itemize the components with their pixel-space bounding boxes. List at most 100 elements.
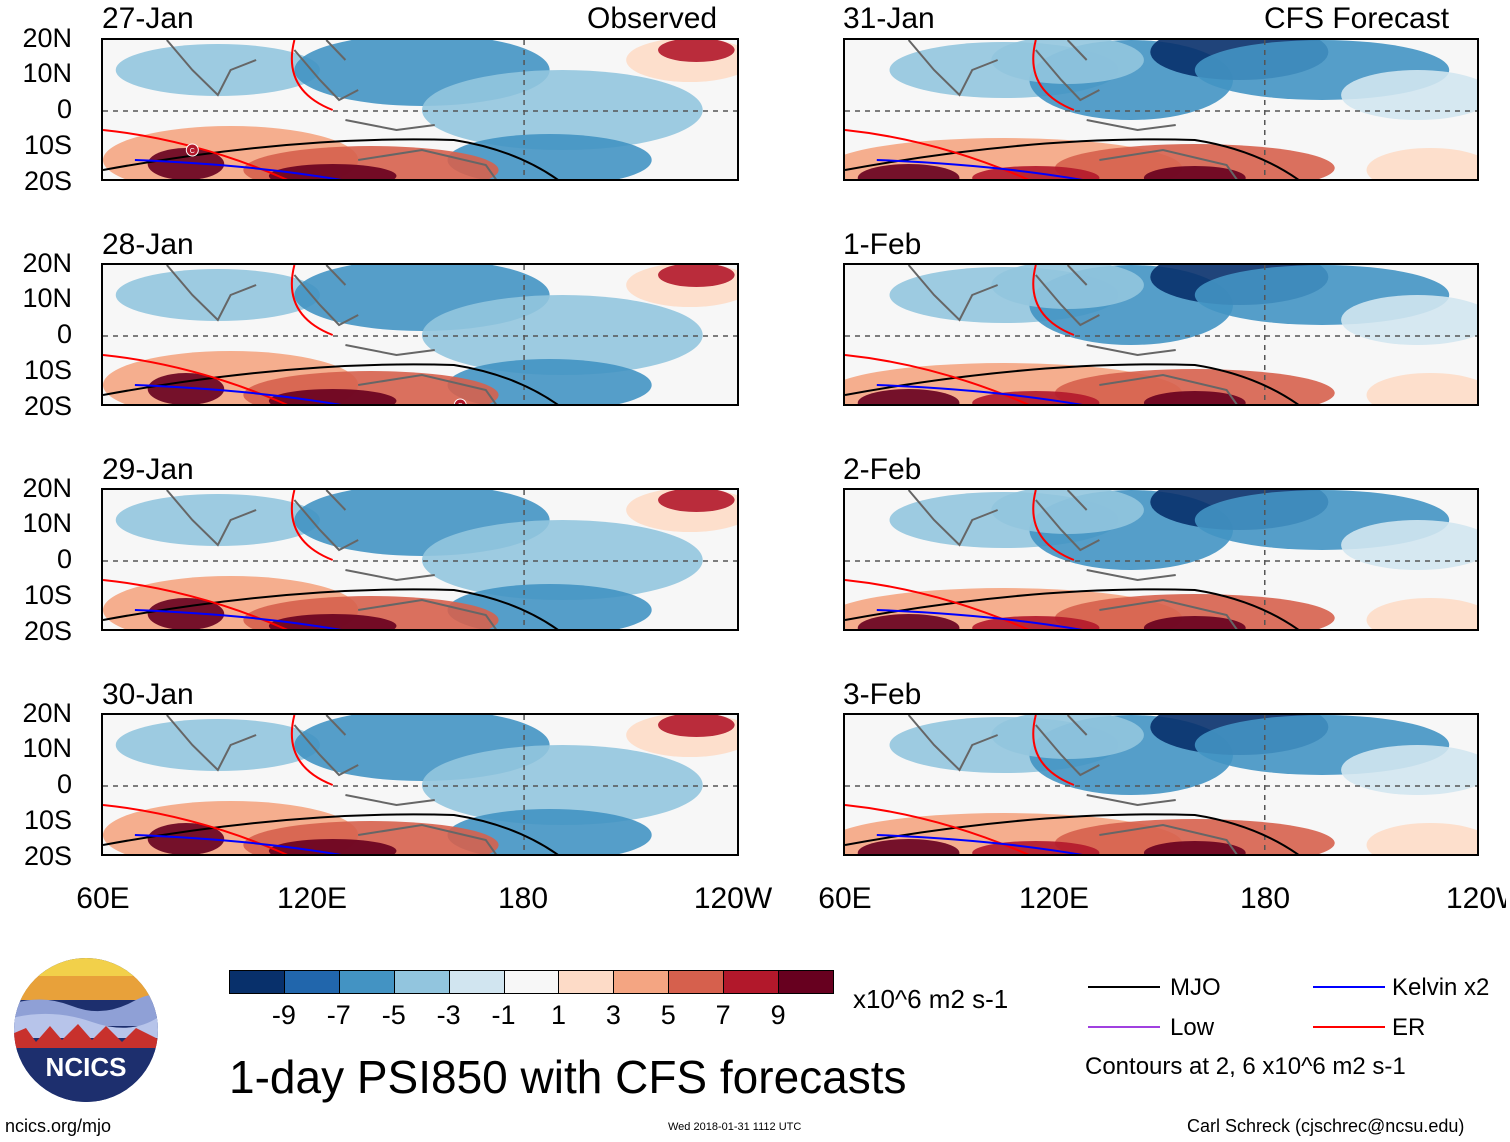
main-title: 1-day PSI850 with CFS forecasts [229,1051,907,1103]
map-panel-forecast-2 [843,263,1479,406]
lat-label: 20N [22,23,72,53]
anomaly-field [857,614,960,629]
coastline [358,373,497,404]
coastline [1035,274,1100,327]
map-panel-observed-3 [101,488,739,631]
anomaly-field [422,745,703,825]
lon-label-120w-right: 120W [1446,884,1506,914]
lat-label: 20S [23,391,72,421]
lat-label: 10N [22,283,72,313]
colorbar [229,970,834,994]
lat-label: 0 [56,769,72,799]
anomaly-field [658,715,735,737]
anomaly-field [422,70,703,150]
anomaly-field [447,584,652,629]
mjo-contour [845,138,1299,179]
anomaly-field [1341,70,1477,120]
colorbar-cell [503,970,560,994]
colorbar-tick: -9 [271,1000,296,1030]
colorbar-cell [283,970,340,994]
coastline [166,40,257,97]
coastline [1086,344,1176,357]
lat-label: 20S [23,616,72,646]
lat-label: 10S [23,355,72,385]
lat-label: 20S [23,166,72,196]
coastline [358,823,497,854]
anomaly-field [991,715,1144,759]
panel-date-observed-2: 28-Jan [102,228,194,261]
er-contour [845,265,1075,404]
coastline [325,490,347,511]
mjo-contour [845,588,1299,629]
lon-label-120e-left: 120E [276,882,348,915]
legend-label-kelvin: Kelvin x2 [1392,974,1490,1001]
panel-date-forecast-4: 3-Feb [843,678,922,711]
er-contour [845,40,1075,179]
anomaly-field [991,490,1144,534]
map-panel-forecast-3 [843,488,1479,631]
anomaly-field [658,490,735,512]
kelvin-contour [134,384,342,404]
anomaly-field [857,839,960,854]
anomaly-field [447,359,652,404]
anomaly-field [115,719,320,771]
er-contour [103,265,334,404]
observed-column-label: Observed [587,2,718,35]
anomaly-field [1366,373,1477,404]
coastline [1066,715,1088,736]
anomaly-field [115,494,320,546]
anomaly-field [1366,148,1477,179]
footer-url: ncics.org/mjo [5,1116,112,1136]
lat-label: 10S [23,130,72,160]
legend-line-kelvin [1313,986,1385,988]
colorbar-cell [668,970,725,994]
map-field-observed-2: F [103,265,737,404]
coastline [166,265,257,322]
colorbar-cell [613,970,670,994]
coastline [358,598,497,629]
anomaly-field [658,265,735,287]
anomaly-field [268,389,397,404]
panel-date-forecast-3: 2-Feb [843,453,922,486]
anomaly-field [991,265,1144,309]
anomaly-field [422,295,703,375]
lat-label: 10S [23,580,72,610]
lat-label: 10S [23,805,72,835]
colorbar-tick: 1 [550,1000,566,1030]
coastline [345,569,435,582]
colorbar-cell [229,970,285,994]
coastline [1086,569,1176,582]
anomaly-field [268,614,397,629]
coastline [1099,148,1238,179]
map-panel-forecast-1 [843,38,1479,181]
storm-marker [453,398,467,404]
legend-line-low [1088,1026,1160,1028]
logo-text: NCICS [46,1052,127,1082]
colorbar-tick: 5 [660,1000,676,1030]
ncics-logo: NCICS [12,956,160,1104]
anomaly-field [1143,841,1246,854]
coastline [166,715,257,772]
kelvin-contour [876,834,1083,854]
mjo-contour [845,813,1299,854]
panel-date-forecast-1: 31-Jan [843,2,935,35]
anomaly-field [857,164,960,179]
anomaly-field [1341,745,1477,795]
kelvin-contour [876,384,1083,404]
coastline [1099,823,1238,854]
kelvin-contour [134,159,342,179]
lat-label: 10N [22,58,72,88]
coastline [1086,119,1176,132]
coastline [166,490,257,547]
anomaly-field [1143,616,1246,629]
legend-line-mjo [1088,986,1160,988]
footer-timestamp: Wed 2018-01-31 1112 UTC [668,1121,802,1133]
kelvin-contour [876,159,1083,179]
lon-label-180-right: 180 [1239,882,1291,915]
panel-date-observed-4: 30-Jan [102,678,194,711]
anomaly-field [115,269,320,321]
er-contour [103,40,334,179]
colorbar-tick: 9 [770,1000,786,1030]
mjo-contour [845,363,1299,404]
kelvin-contour [134,834,342,854]
